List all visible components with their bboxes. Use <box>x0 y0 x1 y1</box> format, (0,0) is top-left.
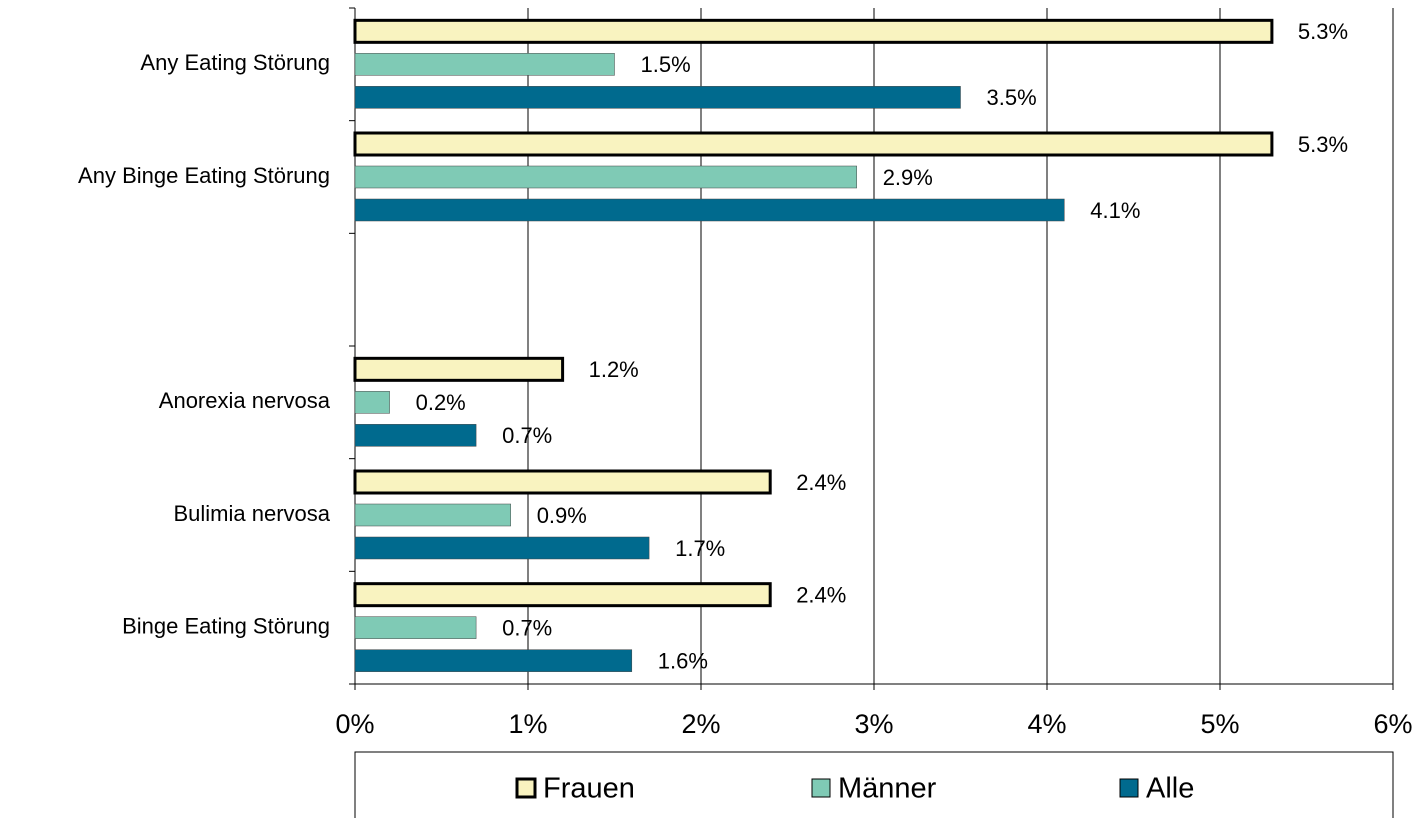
value-label: 1.7% <box>675 536 725 561</box>
value-label: 5.3% <box>1298 132 1348 157</box>
x-tick-label: 6% <box>1373 709 1412 739</box>
legend-swatch <box>515 777 537 799</box>
bar <box>353 131 1274 157</box>
bar <box>353 582 772 608</box>
legend-label: Alle <box>1146 773 1194 805</box>
category-label: Binge Eating Störung <box>122 613 330 638</box>
bar <box>354 198 1065 222</box>
bar <box>354 424 477 447</box>
x-tick-label: 1% <box>508 709 547 739</box>
bar <box>354 503 511 527</box>
category-label: Anorexia nervosa <box>159 388 331 413</box>
legend-label: Frauen <box>543 773 635 805</box>
x-tick-label: 0% <box>335 709 374 739</box>
value-label: 1.5% <box>641 52 691 77</box>
value-label: 4.1% <box>1090 198 1140 223</box>
legend-label: Männer <box>838 773 937 805</box>
bar <box>353 356 565 382</box>
x-tick-label: 5% <box>1200 709 1239 739</box>
bar <box>354 649 633 672</box>
value-label: 0.2% <box>416 390 466 415</box>
value-label: 0.7% <box>502 615 552 640</box>
value-label: 0.9% <box>537 503 587 528</box>
value-label: 2.4% <box>796 470 846 495</box>
value-label: 1.2% <box>589 357 639 382</box>
bar <box>354 391 390 414</box>
bar <box>354 86 961 109</box>
legend-swatch <box>811 778 831 798</box>
category-label: Bulimia nervosa <box>173 501 330 526</box>
bar <box>354 165 857 189</box>
value-label: 0.7% <box>502 423 552 448</box>
value-label: 5.3% <box>1298 19 1348 44</box>
category-label: Any Eating Störung <box>140 50 330 75</box>
bar <box>353 18 1274 44</box>
x-tick-label: 4% <box>1027 709 1066 739</box>
bar <box>353 469 772 495</box>
value-label: 2.9% <box>883 165 933 190</box>
bar <box>354 53 615 76</box>
legend-swatch <box>1119 778 1139 798</box>
x-tick-label: 3% <box>854 709 893 739</box>
value-label: 3.5% <box>987 85 1037 110</box>
value-label: 1.6% <box>658 648 708 673</box>
legend-box <box>354 751 1394 818</box>
value-label: 2.4% <box>796 582 846 607</box>
category-label: Any Binge Eating Störung <box>78 163 330 188</box>
bar <box>354 616 477 639</box>
x-tick-label: 2% <box>681 709 720 739</box>
bar <box>354 536 650 560</box>
